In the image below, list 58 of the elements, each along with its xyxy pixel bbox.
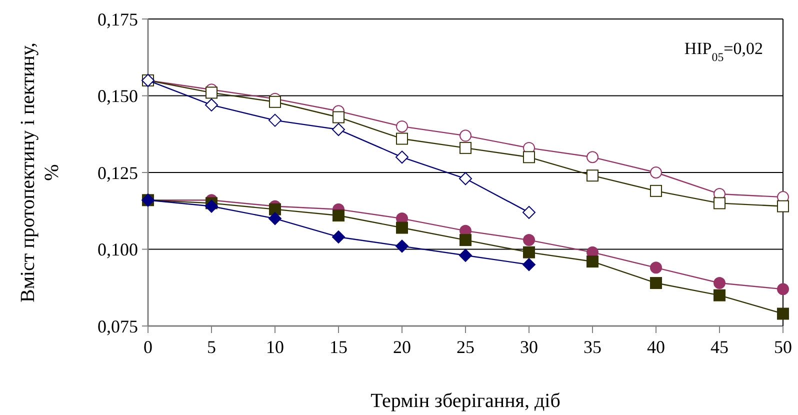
- point: [777, 283, 789, 296]
- annotation: НІР$_{05}$=0,02: [684, 39, 763, 64]
- point: [714, 289, 726, 302]
- x-tick-label: 45: [710, 337, 728, 357]
- point: [460, 234, 472, 246]
- point: [332, 111, 344, 124]
- point: [205, 98, 218, 112]
- point: [650, 277, 662, 290]
- point: [777, 200, 789, 212]
- y-tick-label: 0,100: [98, 240, 138, 260]
- point: [714, 197, 726, 210]
- x-tick-label: 15: [330, 337, 348, 357]
- point: [714, 277, 726, 290]
- point: [586, 256, 598, 268]
- point: [269, 96, 281, 108]
- point: [205, 200, 218, 213]
- y-tick-label: 0,125: [98, 162, 138, 183]
- point: [522, 258, 536, 272]
- point: [650, 166, 662, 178]
- x-tick-label: 10: [266, 337, 284, 357]
- point: [396, 240, 408, 253]
- point: [269, 203, 281, 216]
- point: [396, 222, 408, 234]
- x-tick-label: 0: [144, 337, 152, 357]
- point: [523, 234, 535, 246]
- y-axis-title: Вміст протопектину і пектину, %: [17, 42, 63, 302]
- point: [459, 172, 472, 186]
- point: [460, 142, 472, 154]
- point: [459, 248, 472, 262]
- x-axis-title: Термін зберігання, діб: [370, 390, 560, 412]
- x-tick-label: 5: [207, 337, 216, 357]
- point: [268, 114, 282, 127]
- x-tick-label: 35: [584, 337, 602, 357]
- point: [396, 132, 408, 145]
- point: [332, 123, 345, 136]
- point: [396, 120, 408, 132]
- point: [523, 246, 535, 258]
- point: [332, 230, 345, 244]
- point: [777, 308, 789, 320]
- point: [522, 206, 536, 219]
- point: [586, 170, 598, 182]
- y-tick-label: 0,075: [98, 316, 138, 336]
- point: [332, 209, 344, 222]
- point: [396, 150, 408, 164]
- x-tick-label: 50: [774, 337, 792, 357]
- y-tick-label: 0,175: [98, 9, 138, 30]
- x-tick-label: 20: [393, 337, 411, 357]
- point: [460, 130, 472, 142]
- x-tick-label: 25: [456, 337, 474, 357]
- point: [650, 184, 662, 197]
- x-tick-label: 40: [647, 337, 665, 357]
- point: [206, 86, 218, 99]
- point: [523, 151, 535, 164]
- x-tick-label: 30: [520, 337, 538, 357]
- point: [650, 262, 662, 274]
- y-tick-label: 0,150: [98, 86, 138, 106]
- point: [586, 151, 598, 164]
- point: [268, 212, 282, 226]
